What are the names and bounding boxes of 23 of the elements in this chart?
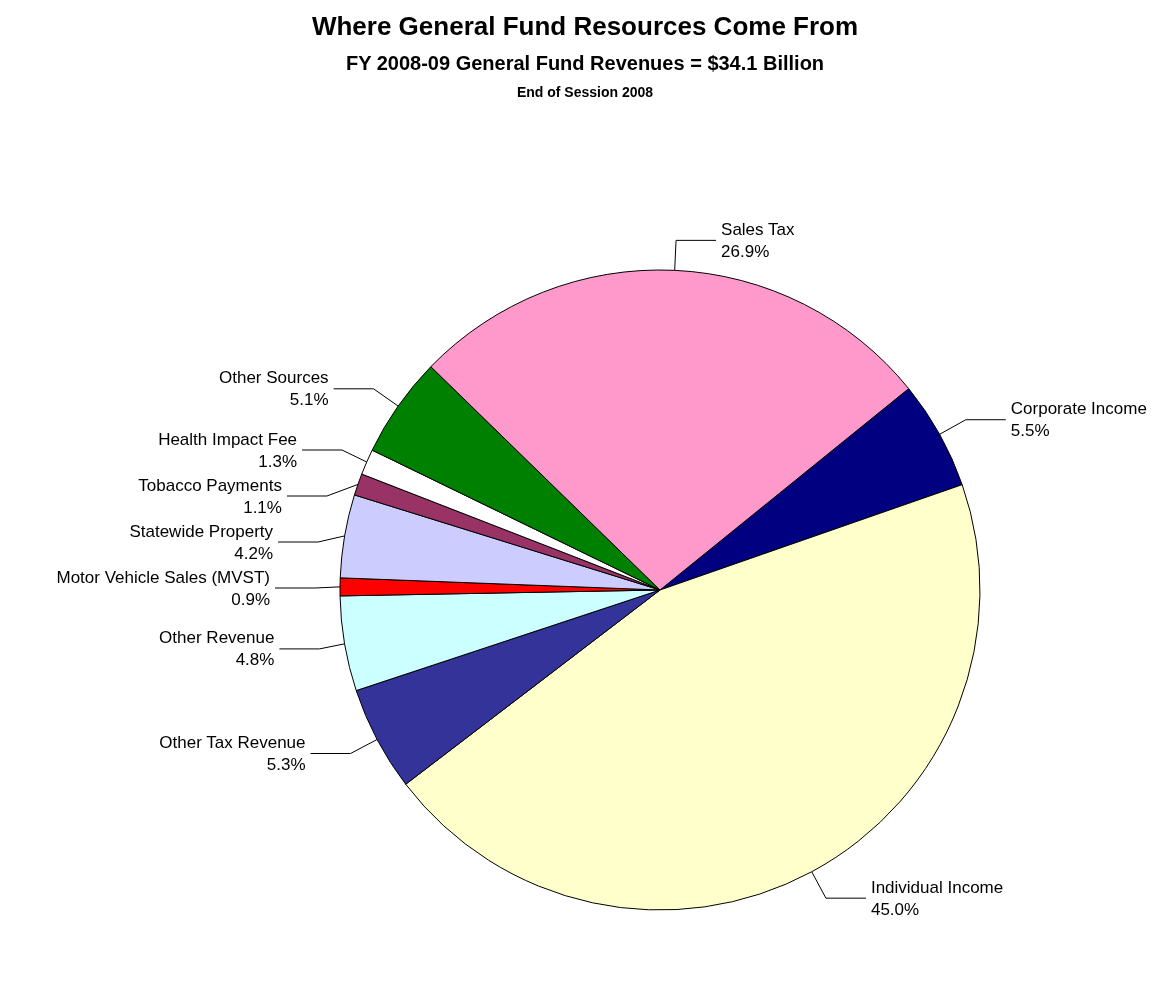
data-label: 5.1%	[289, 390, 329, 410]
data-label: 5.3%	[266, 755, 306, 775]
slice-label: Health Impact Fee	[158, 429, 298, 449]
data-label: 5.5%	[1010, 421, 1050, 441]
slice-label: Other Tax Revenue	[159, 733, 306, 753]
chart-title: Where General Fund Resources Come From	[311, 11, 859, 41]
slice-label: Corporate Income	[1010, 399, 1147, 419]
data-label: 4.2%	[234, 543, 274, 563]
slice-label: Tobacco Payments	[138, 475, 282, 495]
slice-label: Other Revenue	[159, 628, 275, 648]
data-label: 45.0%	[870, 899, 920, 919]
chart-subtitle: FY 2008-09 General Fund Revenues = $34.1 Billion	[345, 52, 825, 74]
data-label: 1.3%	[258, 451, 298, 471]
slice-label: Individual Income	[870, 877, 1004, 897]
slice-label: Motor Vehicle Sales (MVST)	[56, 567, 271, 587]
data-label: 4.8%	[235, 650, 275, 670]
slice-label: Other Sources	[218, 368, 329, 388]
data-label: 26.9%	[721, 241, 770, 261]
data-label: 1.1%	[243, 497, 282, 517]
text: End of Session 2008	[516, 84, 654, 100]
data-label: 0.9%	[231, 589, 271, 609]
slice-label: Statewide Property	[129, 521, 274, 541]
slice-label: Sales Tax	[721, 219, 795, 239]
